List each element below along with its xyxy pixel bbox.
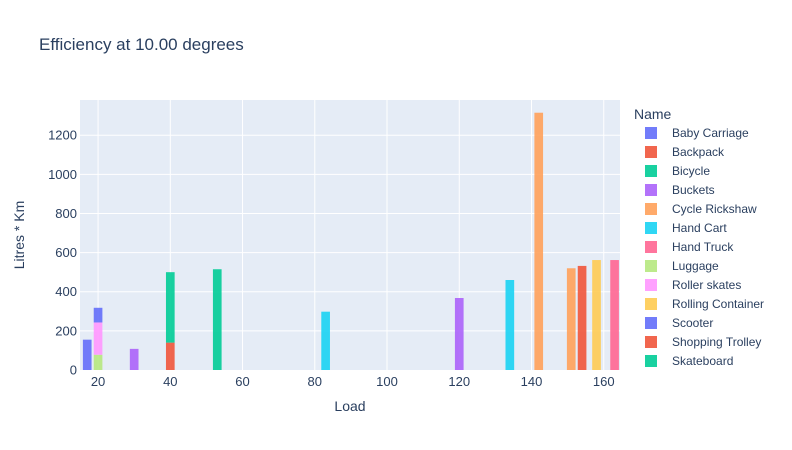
x-tick-label: 140 [521,374,543,389]
bar-roller-skates [93,322,103,355]
legend-item-skateboard[interactable]: Skateboard [672,354,733,368]
bar-hand-truck [610,260,619,370]
legend-item-bicycle[interactable]: Bicycle [672,164,710,178]
legend-swatch-baby-carriage [645,127,657,139]
y-axis-title: Litres * Km [11,201,27,269]
bar-hand-cart [505,280,515,370]
bar-rolling-container [592,260,601,370]
legend-item-rolling-container[interactable]: Rolling Container [672,297,764,311]
legend-item-shopping-trolley[interactable]: Shopping Trolley [672,335,761,349]
legend-swatch-roller-skates [645,279,657,291]
bar-baby-carriage [82,339,92,370]
y-tick-label: 1000 [48,167,77,182]
x-tick-label: 80 [308,374,322,389]
x-tick-label: 60 [235,374,249,389]
legend-swatch-buckets [645,184,657,196]
bar-buckets [454,298,464,370]
x-axis-ticks: 20 40 60 80 100 120 140 160 [91,374,615,389]
y-tick-label: 400 [55,284,77,299]
x-axis-title: Load [334,398,365,414]
x-tick-label: 120 [448,374,470,389]
legend-swatch-shopping-trolley [645,336,657,348]
legend-swatch-hand-cart [645,222,657,234]
bar-backpack [165,342,175,370]
bar-buckets [129,348,139,370]
legend-swatch-skateboard [645,355,657,367]
legend-swatch-rolling-container [645,298,657,310]
legend-title: Name [634,106,672,122]
x-tick-label: 160 [593,374,615,389]
bar-cycle-rickshaw [566,268,576,370]
grid-lines [80,100,620,370]
chart-title: Efficiency at 10.00 degrees [39,35,244,54]
bar-shopping-trolley [577,265,587,370]
legend-item-roller-skates[interactable]: Roller skates [672,278,741,292]
x-tick-label: 40 [163,374,177,389]
legend-item-baby-carriage[interactable]: Baby Carriage [672,126,749,140]
legend-swatch-backpack [645,146,657,158]
legend-swatch-scooter [645,317,657,329]
y-tick-label: 200 [55,323,77,338]
legend-item-cycle-rickshaw[interactable]: Cycle Rickshaw [672,202,757,216]
bar-hand-cart [321,311,330,370]
legend-swatch-luggage [645,260,657,272]
legend-item-luggage[interactable]: Luggage [672,259,719,273]
legend-item-buckets[interactable]: Buckets [672,183,715,197]
x-tick-label: 100 [376,374,398,389]
x-tick-label: 20 [91,374,105,389]
bar-luggage [93,354,103,370]
bar-cycle-rickshaw [534,112,544,370]
legend-item-backpack[interactable]: Backpack [672,145,725,159]
y-tick-label: 800 [55,206,77,221]
y-tick-label: 0 [70,363,77,378]
y-tick-label: 1200 [48,128,77,143]
legend: Name Baby Carriage Backpack Bicycle Buckets… [634,106,764,368]
bars [82,112,619,370]
legend-item-hand-truck[interactable]: Hand Truck [672,240,734,254]
legend-swatch-cycle-rickshaw [645,203,657,215]
legend-swatch-bicycle [645,165,657,177]
bar-bicycle [165,272,175,343]
bar-scooter [93,307,103,323]
y-tick-label: 600 [55,245,77,260]
legend-swatch-hand-truck [645,241,657,253]
legend-item-scooter[interactable]: Scooter [672,316,713,330]
legend-item-hand-cart[interactable]: Hand Cart [672,221,727,235]
bar-bicycle [212,269,222,370]
y-axis-ticks: 0 200 400 600 800 1000 1200 [48,128,77,378]
